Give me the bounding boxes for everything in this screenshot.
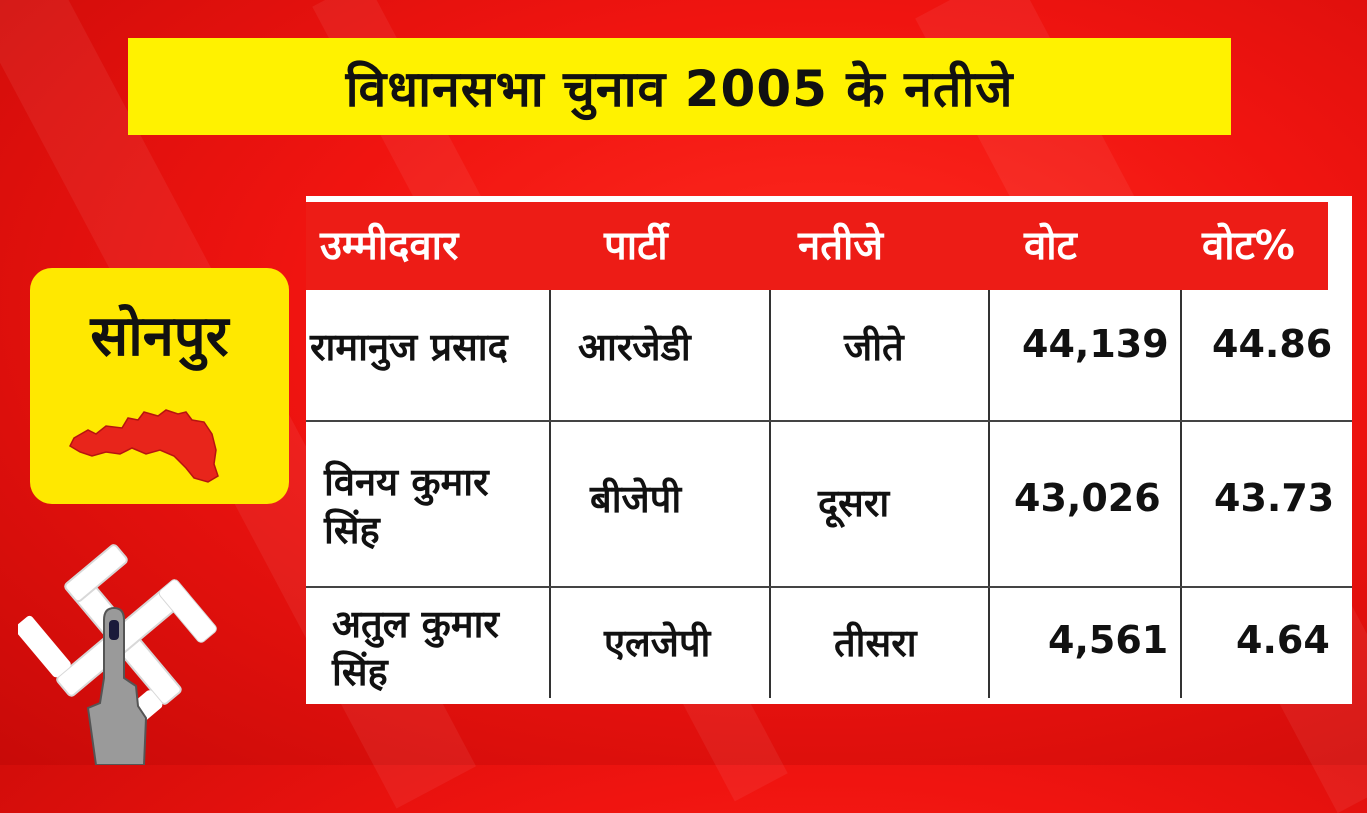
header-votes: वोट bbox=[1024, 223, 1077, 269]
column-divider bbox=[1180, 290, 1182, 698]
party-name: बीजेपी bbox=[590, 477, 682, 521]
header-vote-percent: वोट% bbox=[1202, 223, 1295, 269]
table-header-row: उम्मीदवार पार्टी नतीजे वोट वोट% bbox=[306, 202, 1328, 290]
result-status: तीसरा bbox=[834, 621, 917, 665]
header-party: पार्टी bbox=[604, 223, 668, 269]
constituency-name: सोनपुर bbox=[90, 304, 229, 369]
inked-finger-icon bbox=[86, 606, 148, 765]
header-result: नतीजे bbox=[798, 223, 884, 269]
voting-symbol-icon bbox=[18, 544, 217, 765]
row-divider bbox=[306, 586, 1352, 588]
candidate-name: रामानुज प्रसाद bbox=[310, 325, 508, 369]
result-status: जीते bbox=[844, 325, 904, 369]
column-divider bbox=[988, 290, 990, 698]
column-divider bbox=[549, 290, 551, 698]
results-table: उम्मीदवार पार्टी नतीजे वोट वोट% रामानुज … bbox=[306, 196, 1352, 704]
candidate-name: विनय कुमार सिंह bbox=[324, 460, 489, 552]
vote-count: 4,561 bbox=[1048, 618, 1169, 662]
constituency-map-icon bbox=[69, 409, 219, 483]
page-title: विधानसभा चुनाव 2005 के नतीजे bbox=[345, 59, 1014, 118]
party-name: एलजेपी bbox=[604, 621, 711, 665]
candidate-name: अतुल कुमार सिंह bbox=[332, 602, 499, 694]
row-divider bbox=[306, 420, 1352, 422]
title-banner: विधानसभा चुनाव 2005 के नतीजे bbox=[128, 38, 1231, 135]
column-divider bbox=[769, 290, 771, 698]
header-candidate: उम्मीदवार bbox=[320, 223, 459, 269]
party-name: आरजेडी bbox=[578, 325, 691, 369]
vote-count: 44,139 bbox=[1022, 322, 1169, 366]
vote-percent: 44.86 bbox=[1212, 322, 1333, 366]
constituency-card: सोनपुर bbox=[30, 268, 289, 504]
vote-count: 43,026 bbox=[1014, 476, 1161, 520]
result-status: दूसरा bbox=[818, 481, 890, 525]
vote-percent: 4.64 bbox=[1236, 618, 1330, 662]
vote-percent: 43.73 bbox=[1214, 476, 1335, 520]
